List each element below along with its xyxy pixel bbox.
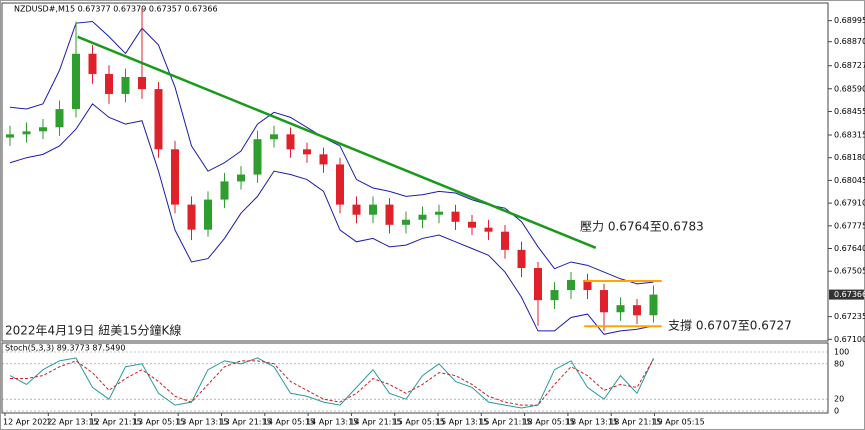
stoch-panel bbox=[1, 342, 829, 414]
candle-body bbox=[22, 131, 31, 135]
y-tick-label: 0.68045 bbox=[834, 176, 865, 185]
y-tick-label: 0.68870 bbox=[834, 37, 865, 46]
candle-body bbox=[435, 211, 443, 215]
candle-body bbox=[171, 149, 179, 205]
x-tick-label: 18 Apr 13:15 bbox=[566, 418, 618, 427]
annotation: 2022年4月19日 紐美15分鐘K線 bbox=[5, 323, 181, 338]
bollinger-band bbox=[9, 20, 654, 285]
main-panel bbox=[1, 2, 829, 342]
candle-body bbox=[154, 89, 163, 150]
candle-body bbox=[418, 214, 427, 220]
y-tick-label: 0.68590 bbox=[834, 84, 865, 93]
price-tag-label: 0.67366 bbox=[834, 290, 865, 299]
candle-body bbox=[303, 149, 311, 155]
x-tick-label: 12 Apr 21:15 bbox=[90, 418, 142, 427]
x-tick-label: 15 Apr 21:15 bbox=[479, 418, 531, 427]
candle-body bbox=[517, 249, 526, 269]
candle-body bbox=[402, 219, 410, 225]
candle-body bbox=[649, 294, 658, 316]
y-tick-label: 0.67910 bbox=[834, 199, 865, 208]
y-tick-label: 0.67640 bbox=[834, 244, 865, 253]
candle-body bbox=[55, 109, 64, 128]
candle-body bbox=[484, 227, 493, 232]
candle-body bbox=[220, 181, 229, 200]
candle-body bbox=[336, 164, 344, 205]
x-tick-label: 15 Apr 13:15 bbox=[436, 418, 488, 427]
x-tick-label: 18 Apr 05:15 bbox=[523, 418, 575, 427]
price-tag bbox=[829, 289, 864, 300]
trend-line bbox=[77, 35, 597, 249]
candle-body bbox=[600, 290, 608, 313]
x-tick-label: 13 Apr 05:15 bbox=[133, 418, 185, 427]
candle-body bbox=[237, 174, 245, 182]
x-tick-label: 18 Apr 21:15 bbox=[609, 418, 661, 427]
candle-body bbox=[121, 76, 130, 94]
candle-body bbox=[88, 53, 97, 74]
candle-body bbox=[567, 279, 575, 291]
y-tick-label: 0.68727 bbox=[834, 61, 865, 70]
candle-body bbox=[204, 199, 212, 230]
y-tick-label: 80 bbox=[834, 359, 844, 368]
candle-body bbox=[253, 139, 262, 175]
x-tick-label: 12 Apr 2022 bbox=[3, 418, 52, 427]
x-tick-label: 12 Apr 13:15 bbox=[46, 418, 98, 427]
x-tick-label: 14 Apr 05:15 bbox=[263, 418, 315, 427]
y-tick-label: 100 bbox=[834, 348, 849, 357]
y-tick-label: 0.68180 bbox=[834, 153, 865, 162]
chart-title: NZDUSD#,M15 0.67377 0.67379 0.67357 0.67… bbox=[14, 5, 218, 14]
x-tick-label: 15 Apr 05:15 bbox=[393, 418, 445, 427]
y-tick-label: 0 bbox=[834, 407, 839, 416]
candle-body bbox=[39, 127, 47, 132]
y-tick-label: 0.68995 bbox=[834, 16, 865, 25]
x-tick-label: 13 Apr 13:15 bbox=[176, 418, 228, 427]
candle-body bbox=[72, 53, 80, 110]
candle-body bbox=[468, 221, 476, 228]
candle-body bbox=[633, 305, 641, 316]
candle-body bbox=[6, 134, 14, 138]
candle-body bbox=[501, 231, 509, 250]
stoch-title: Stoch(5,3,3) 89.3773 87.5490 bbox=[5, 344, 125, 353]
candle-body bbox=[451, 211, 460, 222]
bollinger-band bbox=[9, 103, 654, 335]
y-tick-label: 20 bbox=[834, 395, 844, 404]
x-tick-label: 14 Apr 21:15 bbox=[349, 418, 401, 427]
candle-body bbox=[319, 154, 328, 165]
y-tick-label: 0.67235 bbox=[834, 312, 865, 321]
y-tick-label: 0.68315 bbox=[834, 131, 865, 140]
y-tick-label: 0.67775 bbox=[834, 221, 865, 230]
stoch-line bbox=[9, 357, 654, 409]
candle-body bbox=[550, 290, 559, 301]
y-tick-label: 0.67100 bbox=[834, 335, 865, 344]
candle-body bbox=[385, 204, 394, 225]
candle-body bbox=[534, 268, 542, 301]
candle-body bbox=[369, 204, 377, 215]
candle-body bbox=[105, 73, 113, 94]
candle-body bbox=[187, 204, 196, 230]
annotation: 支撐 0.6707至0.6727 bbox=[668, 319, 792, 333]
stoch-line bbox=[10, 359, 654, 406]
y-tick-label: 0.68455 bbox=[834, 107, 865, 116]
x-tick-label: 19 Apr 05:15 bbox=[653, 418, 705, 427]
annotation: 壓力 0.6764至0.6783 bbox=[580, 220, 704, 234]
candle-body bbox=[286, 134, 295, 150]
x-tick-label: 13 Apr 21:15 bbox=[220, 418, 272, 427]
candle-body bbox=[616, 305, 625, 313]
candle-body bbox=[138, 76, 146, 90]
y-tick-label: 0.67505 bbox=[834, 267, 865, 276]
x-tick-label: 14 Apr 13:15 bbox=[306, 418, 358, 427]
candle-body bbox=[583, 279, 592, 291]
candle-body bbox=[270, 134, 278, 140]
candle-body bbox=[352, 204, 361, 215]
